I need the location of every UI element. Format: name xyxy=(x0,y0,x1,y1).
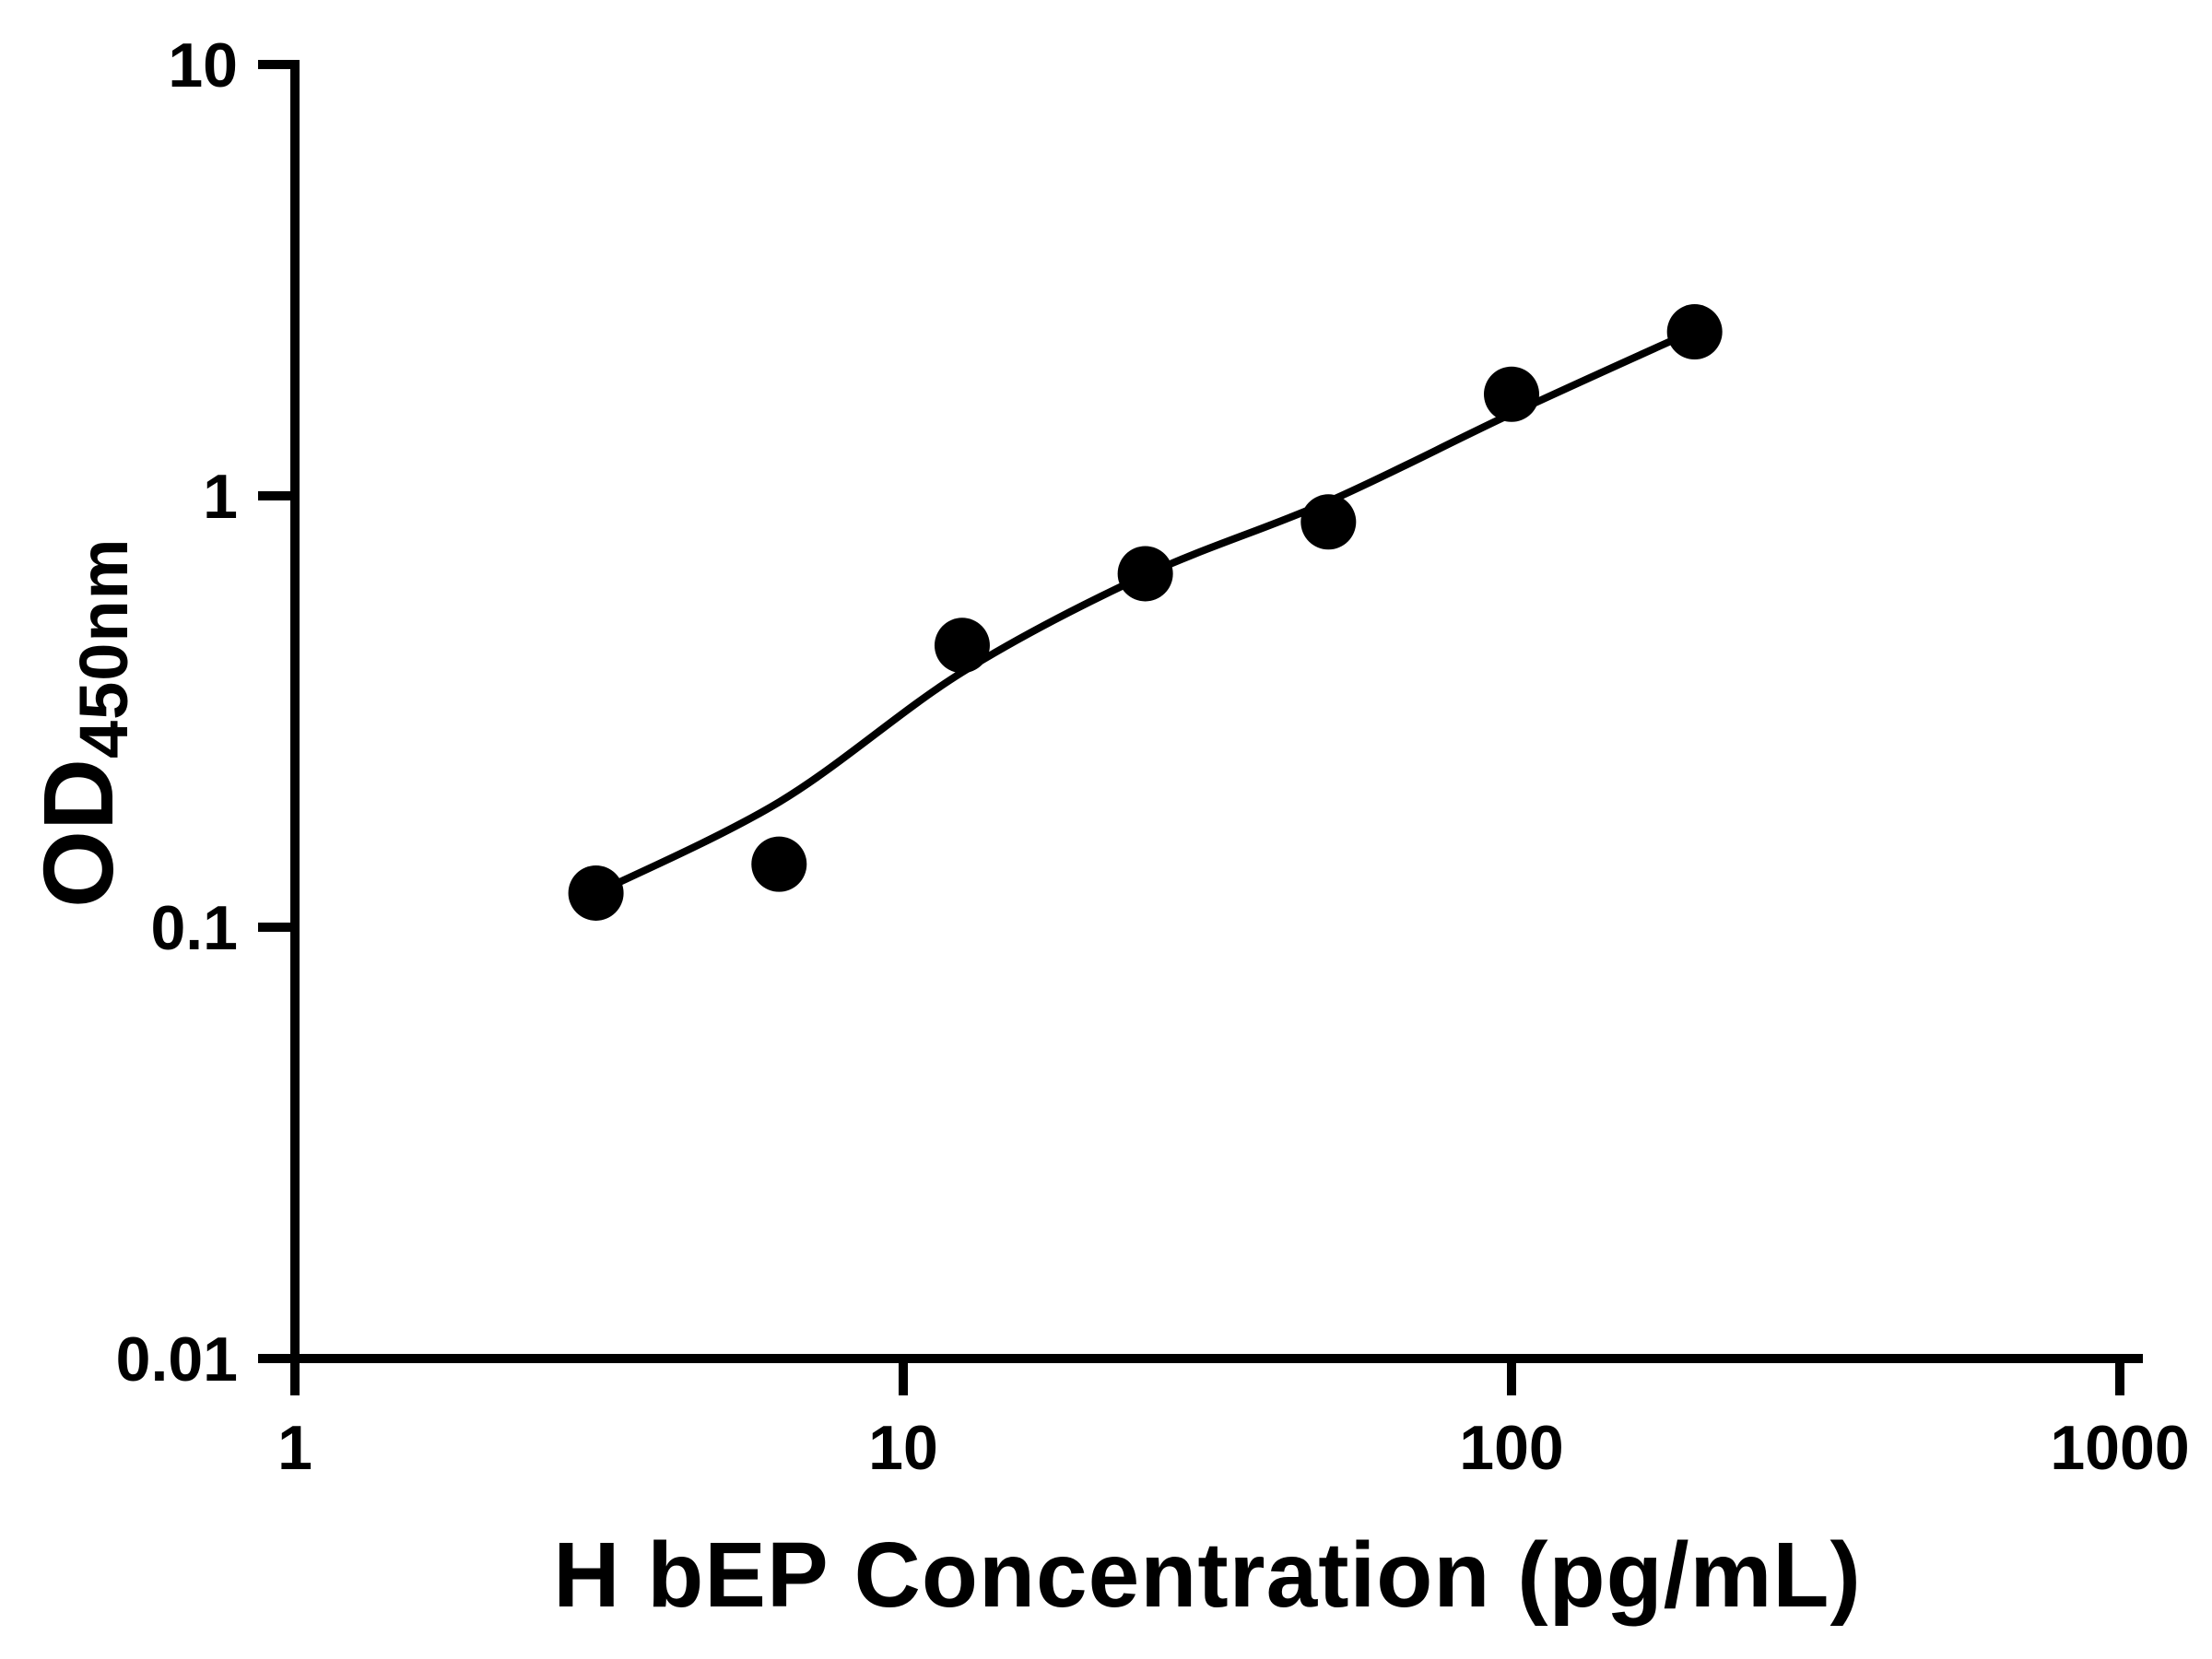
y-axis-title-main: OD xyxy=(22,759,134,908)
x-axis-title: H bEP Concentration (pg/mL) xyxy=(553,1524,1862,1627)
x-tick-label: 1 xyxy=(277,1413,312,1483)
data-point xyxy=(1117,546,1173,602)
x-tick-label: 10 xyxy=(868,1413,938,1483)
y-tick-label: 1 xyxy=(203,462,238,532)
data-point xyxy=(934,618,990,674)
y-tick-label: 10 xyxy=(168,30,238,100)
data-point xyxy=(751,836,807,892)
data-point xyxy=(568,865,624,921)
y-tick-label: 0.1 xyxy=(150,893,238,963)
data-point xyxy=(1484,366,1539,422)
data-point xyxy=(1666,304,1723,360)
data-point xyxy=(1300,494,1357,550)
y-tick-label: 0.01 xyxy=(116,1324,238,1394)
x-tick-label: 100 xyxy=(1459,1413,1563,1483)
x-tick-label: 1000 xyxy=(2050,1413,2189,1483)
y-axis-title-sub: 450nm xyxy=(65,537,142,759)
y-axis-title: OD450nm xyxy=(20,538,142,908)
